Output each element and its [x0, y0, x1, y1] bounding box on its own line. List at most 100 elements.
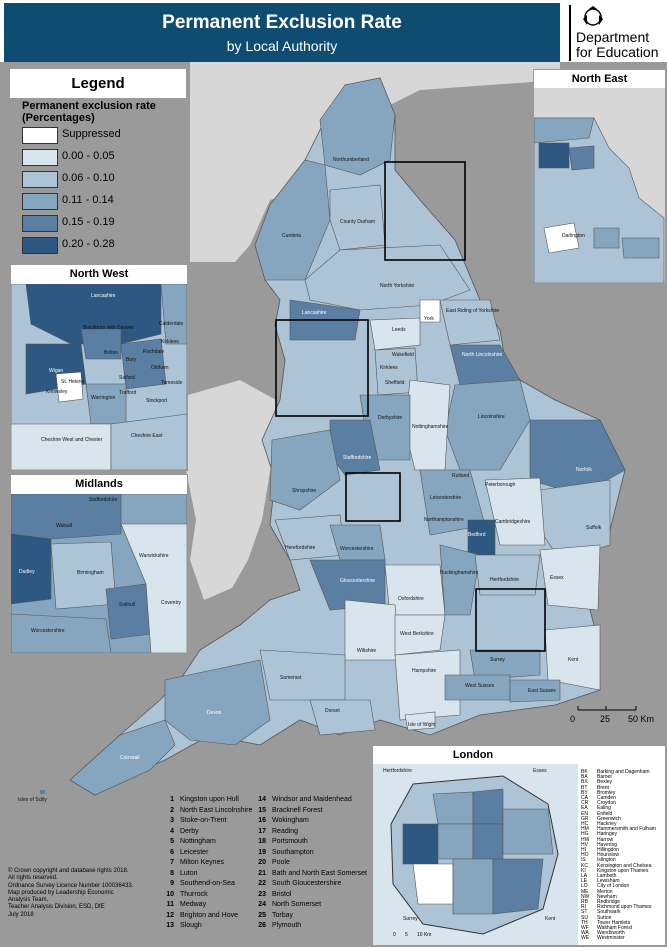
- numbered-area-name: Wokingham: [272, 817, 309, 824]
- numbered-area-number: 9: [170, 880, 174, 887]
- london-key-name: Islington: [597, 857, 616, 864]
- london-key-code: ME: [581, 888, 589, 895]
- numbered-area-name: Bath and North East Somerset: [272, 869, 367, 877]
- label-nw-cheshire-west: Cheshire West and Chester: [41, 437, 103, 443]
- legend-swatch: [22, 127, 58, 144]
- label-mid-solihull: Solihull: [119, 602, 136, 608]
- london-key-name: Newham: [597, 893, 617, 900]
- map-label: Somerset: [280, 675, 302, 681]
- numbered-area-name: Stoke-on-Trent: [180, 817, 227, 824]
- london-key-name: Lewisham: [597, 878, 620, 885]
- london-key-name: Tower Hamlets: [597, 919, 631, 926]
- london-key-name: Westminster: [597, 935, 625, 942]
- london-key-name: Haringey: [597, 831, 618, 838]
- region-cornwall: [69, 719, 176, 796]
- map-label: Herefordshire: [285, 545, 316, 551]
- map-label: Sheffield: [385, 380, 405, 386]
- numbered-area-item: 5 Nottingham: [160, 838, 216, 845]
- map-label: Lincolnshire: [478, 414, 505, 420]
- london-key-name: Merton: [597, 888, 613, 895]
- london-key-name: Southwark: [597, 909, 621, 916]
- london-key-item: BX Bexley: [581, 779, 612, 785]
- london-key-code: BY: [581, 789, 588, 796]
- london-scale-0: 0: [393, 932, 396, 938]
- london-scale-10: 10 Km: [417, 932, 432, 938]
- london-key-code: BK: [581, 769, 588, 775]
- numbered-area-number: 3: [170, 817, 174, 824]
- london-key-code: WE: [581, 935, 590, 942]
- region-buckinghamshire: [439, 544, 481, 616]
- london-key-name: Lambeth: [597, 873, 617, 879]
- legend-panel: Legend Permanent exclusion rate (Percent…: [10, 69, 186, 259]
- label-nw-bury: Bury: [126, 357, 137, 363]
- numbered-area-item: 15 Bracknell Forest: [252, 806, 323, 814]
- london-key-code: LE: [581, 878, 588, 885]
- london-key-name: Redbridge: [597, 899, 621, 905]
- numbered-area-name: Milton Keynes: [180, 859, 224, 866]
- map-label: Essex: [550, 575, 564, 581]
- london-key-item: HV Havering: [581, 842, 617, 848]
- numbered-area-number: 7: [170, 859, 174, 866]
- map-label: Surrey: [490, 657, 505, 663]
- london-key-item: NW Newham: [581, 894, 617, 900]
- inset-midlands: Midlands Staffordshire Walsall Dudley Bi…: [10, 474, 188, 654]
- numbered-area-item: 6 Leicester: [160, 849, 208, 856]
- credits: © Crown copyright and database rights 20…: [8, 868, 158, 919]
- map-label: Nottinghamshire: [412, 424, 449, 430]
- numbered-area-number: 1: [170, 796, 174, 803]
- london-key-item: SU Sutton: [581, 915, 611, 921]
- dfe-logo: Department for Education: [566, 3, 664, 62]
- numbered-area-item: 10 Thurrock: [160, 891, 207, 898]
- numbered-area-item: 8 Luton: [160, 869, 198, 877]
- numbered-area-item: 16 Wokingham: [252, 817, 309, 824]
- london-key-item: TH Tower Hamlets: [581, 920, 630, 926]
- label-nw-cheshire-east: Cheshire East: [131, 433, 163, 439]
- london-key-item: HI Hillingdon: [581, 847, 619, 853]
- numbered-area-number: 2: [170, 806, 174, 814]
- london-key-name: Wandsworth: [597, 930, 625, 937]
- numbered-area-name: Bracknell Forest: [272, 806, 323, 814]
- label-mid-birmingham: Birmingham: [77, 570, 104, 576]
- london-key-code: BX: [581, 779, 588, 786]
- london-key-name: Bexley: [597, 779, 613, 786]
- london-key-code: KC: [581, 862, 588, 869]
- region-hampshire: [394, 649, 461, 721]
- credit-line: All rights reserved.: [8, 875, 58, 882]
- label-nw-lancashire: Lancashire: [91, 293, 116, 299]
- london-key-name: Barnet: [597, 774, 612, 781]
- map-label: Suffolk: [586, 525, 602, 531]
- map-label: Hampshire: [412, 668, 437, 674]
- london-key-code: BT: [581, 784, 588, 791]
- numbered-area-item: 9 Southend-on-Sea: [160, 880, 235, 887]
- london-key-code: EA: [581, 805, 588, 812]
- credit-line: © Crown copyright and database rights 20…: [8, 868, 129, 874]
- london-key-code: IS: [581, 857, 586, 864]
- london-key-item: HC Hackney: [581, 821, 616, 827]
- credit-line: Ordnance Survey Licence Number 100036433…: [8, 882, 134, 889]
- london-key-item: GR Greenwich: [581, 816, 621, 822]
- london-key-name: Waltham Forest: [597, 925, 633, 931]
- london-key-code: GR: [581, 815, 589, 822]
- numbered-area-name: Luton: [180, 869, 198, 877]
- london-key-item: ME Merton: [581, 889, 613, 895]
- numbered-area-number: 24: [258, 901, 266, 908]
- label-mid-walsall: Walsall: [56, 523, 72, 529]
- london-key-item: ST Southwark: [581, 909, 621, 915]
- legend-swatch: [22, 149, 58, 166]
- map-label: Worcestershire: [340, 546, 374, 552]
- map-label: Lancashire: [302, 310, 327, 316]
- london-key-code: WA: [581, 930, 589, 937]
- label-mid-worcestershire: Worcestershire: [31, 628, 65, 634]
- london-key-item: RB Redbridge: [581, 899, 620, 905]
- numbered-area-item: 21 Bath and North East Somerset: [252, 870, 367, 877]
- label-ldn-essex: Essex: [533, 768, 547, 774]
- label-nw-oldham: Oldham: [151, 365, 169, 371]
- numbered-area-number: 15: [258, 806, 266, 814]
- london-key-item: BY Bromley: [581, 790, 615, 796]
- london-key-item: BK Barking and Dagenham: [581, 769, 650, 775]
- numbered-area-item: 20 Poole: [252, 859, 290, 866]
- london-key-item: HO Hounslow: [581, 852, 619, 858]
- london-key-item: HG Haringey: [581, 831, 617, 837]
- region-leeds: [369, 317, 421, 351]
- london-key-item: BT Brent: [581, 785, 609, 791]
